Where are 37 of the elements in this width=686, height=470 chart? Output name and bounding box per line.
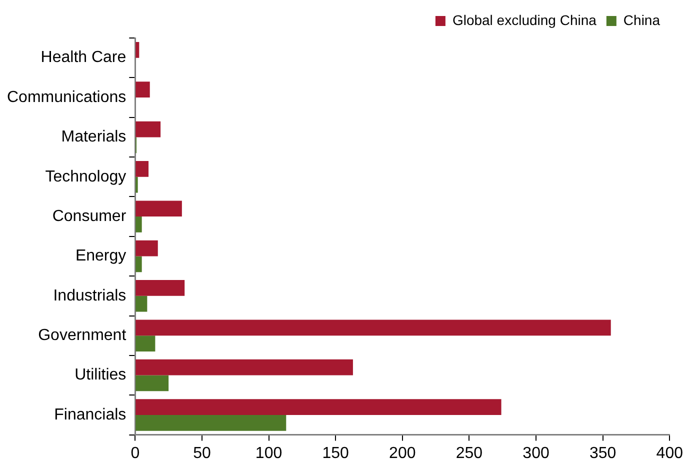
y-tick-label: Industrials — [53, 287, 126, 304]
x-tick-label: 300 — [522, 444, 550, 462]
bar — [136, 82, 150, 98]
x-tick-label: 0 — [130, 444, 140, 462]
x-tick-label: 150 — [322, 444, 350, 462]
bar — [136, 414, 286, 431]
y-tick-label: Materials — [61, 128, 126, 146]
x-tick-label: 400 — [656, 444, 684, 462]
bar — [136, 216, 142, 232]
y-tick-label: Government — [38, 327, 127, 344]
bar — [136, 240, 158, 256]
legend-label: Global excluding China — [452, 12, 597, 28]
bar — [136, 121, 161, 138]
x-tick-label: 250 — [456, 444, 483, 462]
bar — [136, 161, 149, 177]
y-tick-label: Consumer — [52, 208, 127, 225]
x-tick-label: 50 — [193, 444, 211, 462]
y-tick-label: Communications — [7, 88, 126, 106]
bar — [136, 359, 353, 376]
y-tick-label: Financials — [54, 406, 126, 424]
bar — [136, 399, 502, 415]
bar — [136, 296, 148, 312]
y-tick-label: Health Care — [40, 49, 126, 66]
bar — [136, 320, 611, 336]
bar — [136, 256, 142, 272]
x-tick-label: 350 — [589, 444, 616, 462]
bar — [136, 280, 185, 296]
x-tick-label: 100 — [255, 444, 282, 462]
bar — [136, 375, 169, 392]
y-tick-label: Technology — [45, 168, 126, 186]
y-tick-label: Utilities — [74, 366, 126, 384]
x-tick-label: 200 — [389, 444, 416, 462]
legend-label: China — [623, 12, 660, 28]
bar — [136, 336, 156, 352]
bar — [136, 200, 182, 217]
bar — [136, 42, 140, 58]
y-tick-label: Energy — [75, 248, 126, 265]
